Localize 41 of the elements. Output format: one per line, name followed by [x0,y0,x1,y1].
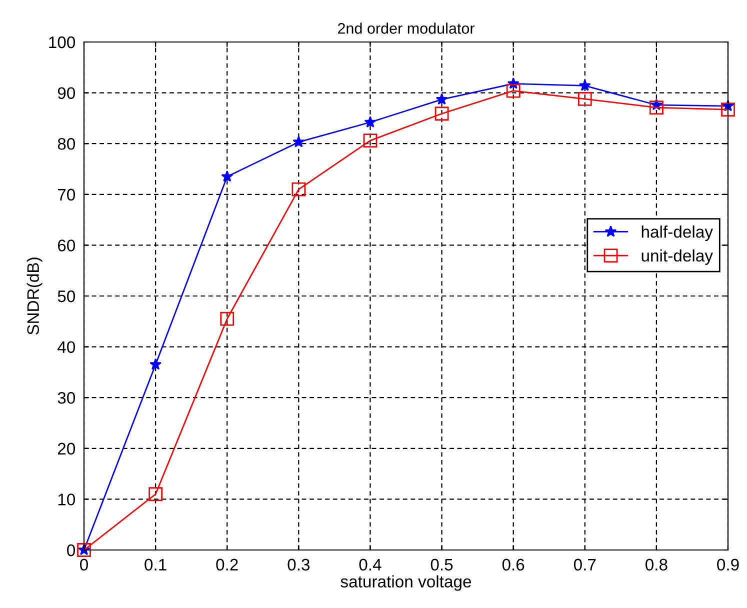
point [363,134,378,148]
y-tick-label: 10 [58,494,76,506]
legend-label: unit-delay [642,249,713,265]
point [221,170,234,182]
y-tick-label: 90 [58,87,76,100]
y-tick-label: 20 [58,442,76,455]
y-tick-label: 40 [58,341,76,354]
point [364,116,376,128]
point [506,84,520,98]
x-tick-label: 0.3 [288,558,310,571]
x-tick-label: 0.2 [216,558,238,571]
x-tick-label: 0.5 [430,558,453,571]
x-tick-label: 0.6 [502,558,524,571]
point [220,312,234,326]
y-tick-label: 0 [67,544,76,556]
y-tick-label: 80 [58,138,76,150]
x-tick-label: 0.8 [646,558,668,571]
point [434,106,449,121]
y-tick-label: 30 [58,392,76,404]
y-tick-label: 100 [49,36,76,48]
y-tick-label: 70 [58,188,76,201]
y-axis-title: SNDR(dB) [26,258,42,335]
point [148,487,162,502]
legend-label: half-delay [642,225,713,242]
point [578,79,591,91]
y-tick-label: 50 [58,290,76,302]
point [292,182,306,196]
x-tick-label: 0 [80,558,88,571]
point [721,102,735,117]
y-tick-label: 60 [58,240,76,252]
point [578,92,592,106]
x-tick-label: 0.9 [717,558,739,571]
chart-title: 2nd order modulator [338,22,475,34]
x-tick-label: 0.1 [144,558,166,571]
x-tick-label: 0.7 [574,558,596,571]
x-axis-title: saturation voltage [340,575,472,591]
point [650,100,664,114]
point [150,358,162,370]
point [436,93,448,105]
point [292,136,305,148]
x-tick-label: 0.4 [359,558,382,571]
